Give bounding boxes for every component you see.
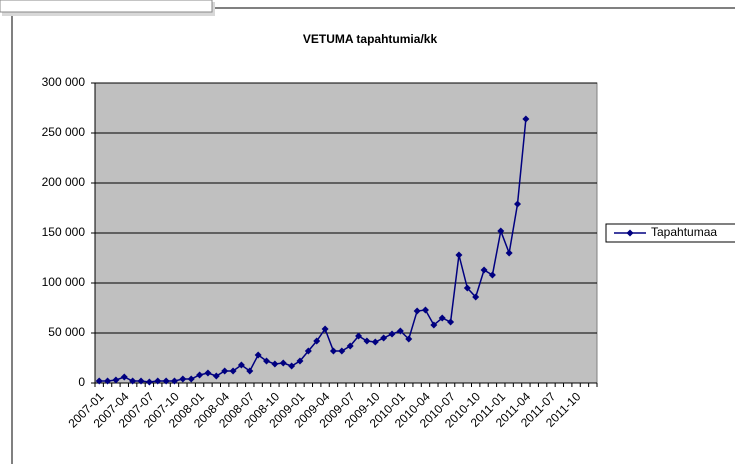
marker [421,306,429,314]
y-tick-label: 300 000 [42,75,86,89]
marker [104,377,112,385]
marker [237,361,245,369]
marker [112,376,120,384]
y-tick-label: 50 000 [48,325,85,339]
marker [405,335,413,343]
marker [455,251,463,259]
marker [413,307,421,315]
marker [514,200,522,208]
marker [346,342,354,350]
marker [129,377,137,385]
marker [279,359,287,367]
marker [296,357,304,365]
marker [229,367,237,375]
marker [363,337,371,345]
marker [505,249,513,257]
marker [430,321,438,329]
legend-marker [626,229,634,237]
marker [271,360,279,368]
marker [120,373,128,381]
chart-title: VETUMA tapahtumia/kk [303,32,438,46]
y-tick-label: 250 000 [42,125,86,139]
y-tick-label: 200 000 [42,175,86,189]
marker [388,330,396,338]
marker [438,314,446,322]
marker [447,318,455,326]
marker [463,284,471,292]
marker [212,372,220,380]
marker [497,227,505,235]
marker [263,357,271,365]
marker [154,377,162,385]
text-box [0,0,213,13]
marker [304,347,312,355]
marker [480,266,488,274]
marker [145,378,153,386]
y-tick-label: 100 000 [42,275,86,289]
marker [179,375,187,383]
marker [162,377,170,385]
marker [371,338,379,346]
marker [488,271,496,279]
marker [204,369,212,377]
marker [338,347,346,355]
y-tick-label: 150 000 [42,225,86,239]
legend-label: Tapahtumaa [651,225,717,239]
marker [380,334,388,342]
marker [288,362,296,370]
marker [396,327,404,335]
marker [472,293,480,301]
marker [321,325,329,333]
marker [137,377,145,385]
marker [355,332,363,340]
marker [246,367,254,375]
marker [196,371,204,379]
marker [522,115,530,123]
marker [170,377,178,385]
marker [329,347,337,355]
marker [254,351,262,359]
marker [221,367,229,375]
series-line [99,118,527,383]
legend-box [605,223,735,243]
marker [95,377,103,385]
marker [313,337,321,345]
y-tick-label: 0 [78,375,85,389]
marker [187,375,195,383]
